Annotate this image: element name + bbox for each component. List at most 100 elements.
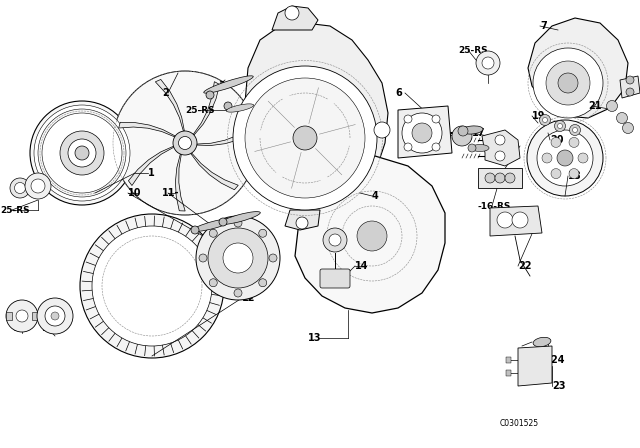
Circle shape [402,113,442,153]
Circle shape [224,102,232,110]
Circle shape [269,254,277,262]
Polygon shape [118,122,175,137]
Circle shape [25,173,51,199]
Text: 1: 1 [148,168,155,178]
Polygon shape [490,206,542,236]
Circle shape [551,168,561,179]
Circle shape [546,61,590,105]
Circle shape [476,51,500,75]
Polygon shape [295,153,445,313]
Circle shape [285,6,299,20]
Ellipse shape [204,76,253,93]
Circle shape [557,124,563,129]
Circle shape [527,120,603,196]
Circle shape [495,151,505,161]
Polygon shape [272,6,318,30]
Circle shape [296,217,308,229]
FancyBboxPatch shape [320,269,350,288]
Circle shape [569,168,579,179]
Bar [506,357,511,363]
Text: 25-RS: 25-RS [458,46,488,55]
Circle shape [233,66,377,210]
Circle shape [495,173,505,183]
Bar [6,312,12,320]
Circle shape [199,254,207,262]
Text: 21: 21 [588,101,602,111]
Polygon shape [285,210,320,230]
Circle shape [209,229,217,237]
Circle shape [259,279,267,287]
Circle shape [37,298,73,334]
Circle shape [357,221,387,251]
Ellipse shape [220,211,260,224]
Text: -16-RS: -16-RS [478,202,511,211]
Circle shape [412,123,432,143]
Circle shape [485,173,495,183]
Circle shape [482,57,494,69]
Text: 6: 6 [395,88,402,98]
Circle shape [209,279,217,287]
Text: 23: 23 [552,381,566,391]
Polygon shape [197,128,252,146]
Circle shape [505,173,515,183]
Circle shape [31,179,45,193]
Text: 15: 15 [500,171,513,181]
Ellipse shape [471,145,489,151]
Circle shape [533,48,603,118]
Ellipse shape [533,337,551,347]
Polygon shape [518,346,552,386]
Text: 19: 19 [532,111,545,121]
Circle shape [223,243,253,273]
Circle shape [432,143,440,151]
Polygon shape [478,168,522,188]
Polygon shape [620,76,640,98]
Polygon shape [191,153,238,190]
Circle shape [557,150,573,166]
Circle shape [623,122,634,134]
Text: 12: 12 [242,293,255,303]
Circle shape [191,226,199,234]
Circle shape [42,113,122,193]
Text: 18: 18 [568,171,582,181]
Circle shape [30,101,134,205]
Circle shape [543,117,547,122]
Polygon shape [156,79,184,131]
Circle shape [323,228,347,252]
Circle shape [404,115,412,123]
Circle shape [537,130,593,186]
Circle shape [573,128,577,133]
Circle shape [432,115,440,123]
Ellipse shape [227,104,253,112]
Circle shape [540,115,550,125]
Circle shape [51,312,59,320]
Circle shape [626,76,634,84]
Circle shape [179,137,191,150]
Text: 13: 13 [308,333,321,343]
Circle shape [293,126,317,150]
Circle shape [15,182,26,194]
Circle shape [196,216,280,300]
Text: 25-RS: 25-RS [185,105,214,115]
Circle shape [404,143,412,151]
Circle shape [208,228,268,288]
Circle shape [458,126,468,136]
Circle shape [80,214,224,358]
Text: 10: 10 [128,188,141,198]
Circle shape [234,219,242,227]
Text: 14: 14 [355,261,369,271]
Circle shape [75,146,89,160]
Circle shape [329,234,341,246]
Text: 2: 2 [162,88,169,98]
Circle shape [554,121,566,132]
Text: C0301525: C0301525 [500,418,539,427]
Circle shape [234,289,242,297]
Polygon shape [482,130,520,166]
Text: 20: 20 [550,135,563,145]
Circle shape [512,212,528,228]
Ellipse shape [461,126,483,134]
Polygon shape [240,23,388,210]
Circle shape [206,91,214,99]
Polygon shape [175,154,185,211]
Text: 5: 5 [420,145,427,155]
Circle shape [558,73,578,93]
